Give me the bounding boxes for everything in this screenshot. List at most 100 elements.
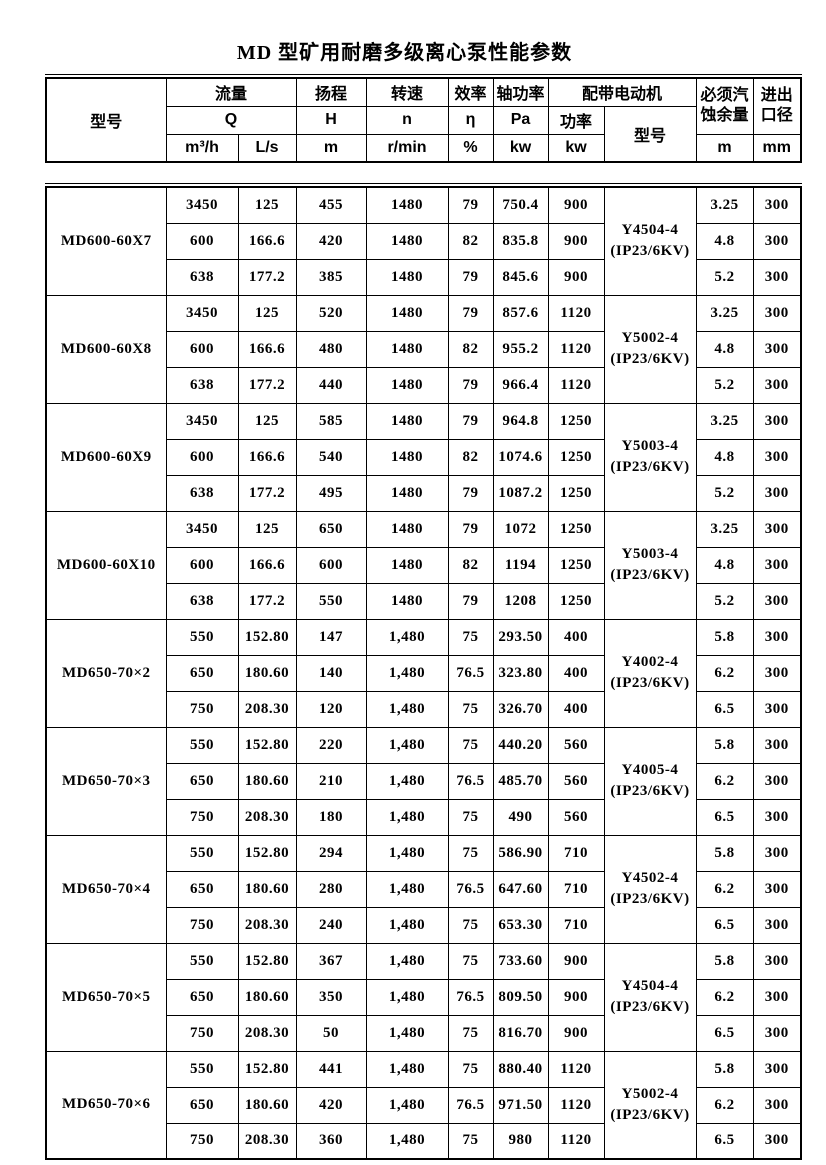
npsh-cell: 6.5 bbox=[695, 1014, 754, 1052]
npsh-cell: 4.8 bbox=[695, 546, 754, 584]
ports-cell: 300 bbox=[752, 438, 802, 476]
shaft-power-cell: 1194 bbox=[492, 546, 549, 584]
motor-power-cell: 900 bbox=[547, 186, 605, 224]
shaft-power-cell: 971.50 bbox=[492, 1086, 549, 1124]
header-unit-ls: L/s bbox=[237, 133, 297, 163]
flow-ls-cell: 152.80 bbox=[237, 942, 297, 980]
efficiency-cell: 76.5 bbox=[447, 1086, 494, 1124]
flow-m3h-cell: 750 bbox=[165, 1014, 239, 1052]
efficiency-cell: 79 bbox=[447, 582, 494, 620]
motor-power-cell: 1250 bbox=[547, 582, 605, 620]
motor-model-cell: Y5003-4 (IP23/6KV) bbox=[603, 510, 697, 620]
data-table-body: MD600-60X7 3450 125 455 1480 79 750.4 900 Y4504-… bbox=[45, 186, 802, 1160]
ports-cell: 300 bbox=[752, 942, 802, 980]
flow-ls-cell: 180.60 bbox=[237, 762, 297, 800]
ports-cell: 300 bbox=[752, 870, 802, 908]
flow-m3h-cell: 638 bbox=[165, 474, 239, 512]
flow-m3h-cell: 600 bbox=[165, 546, 239, 584]
table-row: 600 166.6 480 1480 82 955.2 1120 4.8 300 bbox=[46, 330, 802, 368]
shaft-power-cell: 485.70 bbox=[492, 762, 549, 800]
ports-cell: 300 bbox=[752, 330, 802, 368]
table-row: 600 166.6 420 1480 82 835.8 900 4.8 300 bbox=[46, 222, 802, 260]
ports-cell: 300 bbox=[752, 510, 802, 548]
flow-ls-cell: 177.2 bbox=[237, 258, 297, 296]
flow-m3h-cell: 750 bbox=[165, 1122, 239, 1160]
table-row: 650 180.60 350 1,480 76.5 809.50 900 6.2 300 bbox=[46, 978, 802, 1016]
motor-power-cell: 560 bbox=[547, 762, 605, 800]
head-cell: 350 bbox=[295, 978, 367, 1016]
npsh-cell: 5.2 bbox=[695, 474, 754, 512]
shaft-power-cell: 816.70 bbox=[492, 1014, 549, 1052]
flow-m3h-cell: 3450 bbox=[165, 402, 239, 440]
head-cell: 420 bbox=[295, 222, 367, 260]
motor-power-cell: 900 bbox=[547, 222, 605, 260]
npsh-cell: 4.8 bbox=[695, 330, 754, 368]
motor-power-cell: 560 bbox=[547, 798, 605, 836]
motor-model-cell: Y5002-4 (IP23/6KV) bbox=[603, 1050, 697, 1160]
shaft-power-cell: 586.90 bbox=[492, 834, 549, 872]
table-row: 638 177.2 385 1480 79 845.6 900 5.2 300 bbox=[46, 258, 802, 296]
table-row: MD650-70×2 550 152.80 147 1,480 75 293.50 400 Y4… bbox=[45, 618, 802, 728]
ports-cell: 300 bbox=[752, 546, 802, 584]
ports-cell: 300 bbox=[752, 474, 802, 512]
flow-ls-cell: 208.30 bbox=[237, 798, 297, 836]
motor-model-cell: Y4504-4 (IP23/6KV) bbox=[603, 942, 697, 1052]
motor-power-cell: 900 bbox=[547, 942, 605, 980]
shaft-power-cell: 964.8 bbox=[492, 402, 549, 440]
table-row: MD600-60X10 3450 125 650 1480 79 1072 1250 Y5003… bbox=[45, 510, 802, 620]
motor-model-name: Y5003-4 bbox=[621, 437, 679, 454]
head-cell: 140 bbox=[295, 654, 367, 692]
head-cell: 360 bbox=[295, 1122, 367, 1160]
shaft-power-cell: 857.6 bbox=[492, 294, 549, 332]
speed-cell: 1,480 bbox=[365, 870, 449, 908]
shaft-power-cell: 880.40 bbox=[492, 1050, 549, 1088]
header-table-section: 型号 流量 扬程 转速 效率 轴功率 配带电动机 必须汽蚀余量 进出口径 Q H… bbox=[45, 74, 803, 163]
head-cell: 540 bbox=[295, 438, 367, 476]
motor-model-cell: Y4005-4 (IP23/6KV) bbox=[603, 726, 697, 836]
flow-ls-cell: 180.60 bbox=[237, 654, 297, 692]
flow-ls-cell: 152.80 bbox=[237, 726, 297, 764]
motor-model-cell: Y5002-4 (IP23/6KV) bbox=[603, 294, 697, 404]
motor-power-cell: 1120 bbox=[547, 1122, 605, 1160]
header-unit-rmin: r/min bbox=[365, 133, 449, 163]
table-row: 650 180.60 420 1,480 76.5 971.50 1120 6.2 300 bbox=[46, 1086, 802, 1124]
efficiency-cell: 75 bbox=[447, 690, 494, 728]
efficiency-cell: 75 bbox=[447, 942, 494, 980]
efficiency-cell: 79 bbox=[447, 186, 494, 224]
head-cell: 50 bbox=[295, 1014, 367, 1052]
header-unit-kw-motor: kw bbox=[547, 133, 605, 163]
flow-ls-cell: 180.60 bbox=[237, 1086, 297, 1124]
npsh-cell: 3.25 bbox=[695, 294, 754, 332]
flow-m3h-cell: 650 bbox=[165, 870, 239, 908]
table-row: 750 208.30 120 1,480 75 326.70 400 6.5 300 bbox=[46, 690, 802, 728]
double-rule bbox=[45, 183, 802, 184]
motor-power-cell: 1250 bbox=[547, 546, 605, 584]
head-cell: 455 bbox=[295, 186, 367, 224]
efficiency-cell: 76.5 bbox=[447, 870, 494, 908]
speed-cell: 1480 bbox=[365, 222, 449, 260]
speed-cell: 1,480 bbox=[365, 906, 449, 944]
speed-cell: 1,480 bbox=[365, 762, 449, 800]
motor-power-cell: 1120 bbox=[547, 1086, 605, 1124]
header-motor-model: 型号 bbox=[603, 105, 697, 163]
pump-model-cell: MD600-60X8 bbox=[45, 294, 167, 404]
ports-cell: 300 bbox=[752, 258, 802, 296]
header-unit-mm: mm bbox=[752, 133, 802, 163]
efficiency-cell: 79 bbox=[447, 294, 494, 332]
efficiency-cell: 79 bbox=[447, 474, 494, 512]
motor-model-spec: (IP23/6KV) bbox=[610, 243, 690, 260]
efficiency-cell: 76.5 bbox=[447, 762, 494, 800]
flow-m3h-cell: 550 bbox=[165, 942, 239, 980]
motor-power-cell: 400 bbox=[547, 654, 605, 692]
speed-cell: 1480 bbox=[365, 366, 449, 404]
flow-m3h-cell: 638 bbox=[165, 582, 239, 620]
shaft-power-cell: 845.6 bbox=[492, 258, 549, 296]
flow-ls-cell: 166.6 bbox=[237, 546, 297, 584]
speed-cell: 1,480 bbox=[365, 690, 449, 728]
motor-model-name: Y4005-4 bbox=[621, 761, 679, 778]
flow-ls-cell: 177.2 bbox=[237, 582, 297, 620]
ports-cell: 300 bbox=[752, 690, 802, 728]
shaft-power-cell: 1087.2 bbox=[492, 474, 549, 512]
spec-header-table: 型号 流量 扬程 转速 效率 轴功率 配带电动机 必须汽蚀余量 进出口径 Q H… bbox=[45, 77, 803, 163]
